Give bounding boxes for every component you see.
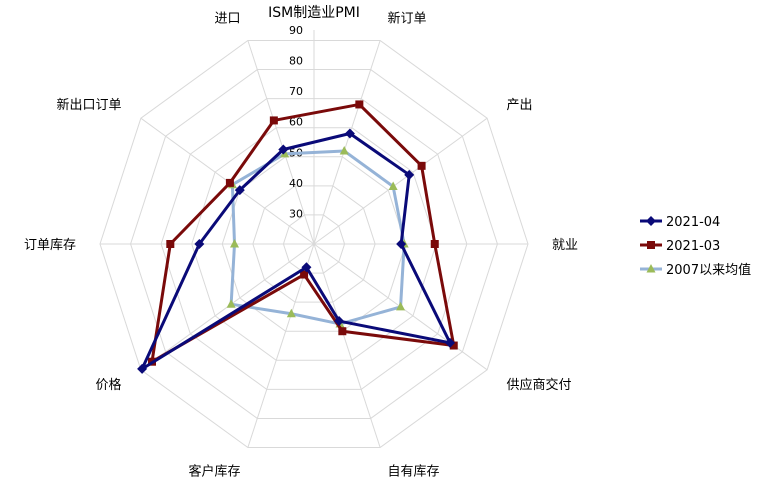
- category-label-6: 客户库存: [188, 463, 240, 478]
- series-2-point-8: [166, 240, 175, 248]
- series-1-point-8: [194, 239, 205, 249]
- series-3-point-7: [226, 299, 236, 308]
- legend-label-3: 2007以来均值: [666, 262, 751, 278]
- series-3-point-10: [280, 148, 290, 158]
- series-3-point-2: [388, 181, 398, 190]
- grid-spoke-5: [313, 243, 381, 448]
- legend-item-2: 2021-03: [640, 239, 720, 254]
- series-1-point-6: [301, 262, 312, 273]
- tick-label-80: 80: [289, 55, 303, 68]
- tick-label-60: 60: [289, 116, 303, 129]
- series-1-point-10: [278, 144, 289, 155]
- tick-label-90: 90: [289, 24, 303, 37]
- category-label-9: 新出口订单: [56, 97, 121, 113]
- grid-spoke-10: [247, 40, 315, 245]
- series-line-2: [150, 102, 456, 364]
- series-1-point-1: [344, 128, 355, 139]
- series-3-point-1: [339, 145, 349, 155]
- series-2-point-5: [338, 327, 347, 336]
- series-1: [137, 128, 456, 374]
- chart-title: ISM制造业PMI: [268, 5, 360, 21]
- series-layer: [137, 100, 458, 374]
- series-3-point-4: [396, 301, 406, 311]
- series-3-point-6: [286, 308, 296, 318]
- series-1-point-4: [445, 337, 456, 348]
- grid-spoke-1: [313, 40, 381, 245]
- series-2-point-9: [225, 178, 234, 187]
- series-2-point-4: [449, 341, 458, 350]
- category-label-5: 自有库存: [388, 463, 440, 478]
- legend-label-1: 2021-04: [666, 215, 720, 230]
- series-1-point-9: [234, 185, 245, 196]
- category-label-8: 订单库存: [24, 237, 76, 253]
- series-3-point-8: [230, 239, 240, 248]
- legend-item-3: 2007以来均值: [640, 262, 751, 278]
- series-1-point-2: [404, 169, 415, 180]
- legend-label-2: 2021-03: [666, 239, 720, 254]
- category-label-7: 价格: [95, 377, 121, 393]
- series-1-point-5: [334, 316, 345, 327]
- series-2: [148, 100, 458, 366]
- series-1-point-3: [396, 239, 407, 249]
- series-2-point-3: [430, 240, 439, 248]
- tick-label-40: 40: [289, 177, 303, 190]
- legend-swatch-marker-2: [647, 241, 655, 249]
- grid-layer: [99, 30, 529, 449]
- legend: 2021-04 2021-03 2007以来均值: [640, 215, 751, 278]
- category-label-10: 进口: [214, 12, 240, 27]
- series-1-point-7: [137, 363, 148, 374]
- tick-label-30: 30: [289, 207, 303, 220]
- series-line-1: [140, 132, 452, 371]
- series-2-point-2: [417, 161, 426, 170]
- category-label-3: 就业: [552, 238, 578, 253]
- category-label-2: 产出: [507, 98, 533, 113]
- legend-swatch-marker-3: [646, 264, 656, 273]
- series-2-point-6: [300, 270, 309, 279]
- legend-swatch-marker-1: [646, 216, 656, 226]
- category-label-1: 新订单: [388, 11, 427, 27]
- legend-item-1: 2021-04: [640, 215, 720, 230]
- series-2-point-1: [355, 100, 364, 109]
- category-label-4: 供应商交付: [507, 377, 572, 393]
- series-2-point-10: [269, 116, 278, 125]
- tick-label-70: 70: [289, 85, 303, 98]
- grid-spoke-2: [313, 117, 488, 245]
